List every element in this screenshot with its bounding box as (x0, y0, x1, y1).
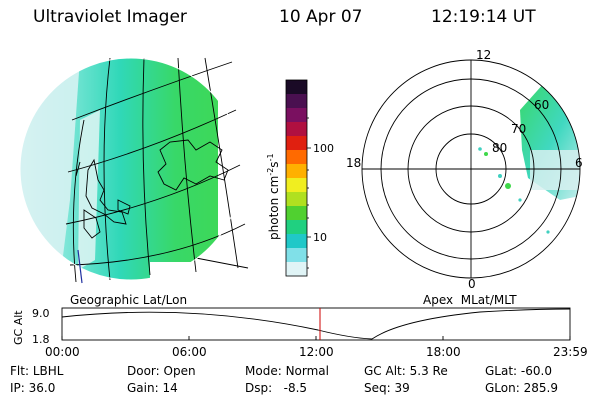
colorbar-ticks (307, 117, 311, 269)
dsp-value: -8.5 (283, 381, 308, 395)
altitude-ytick-1-8: 1.8 (32, 333, 50, 346)
colorbar-band (286, 108, 307, 123)
colorbar-band (286, 122, 307, 137)
colorbar: 100 10 photon cm-2s-1 (266, 79, 334, 277)
door-value: Open (163, 364, 196, 378)
altitude-xtick: 12:00 (299, 345, 334, 359)
ip-field: IP: 36.0 (10, 381, 56, 395)
gain-field: Gain: 14 (127, 381, 178, 395)
altitude-ylabel: GC Alt (12, 310, 25, 345)
colorbar-band (286, 234, 307, 249)
geographic-image (19, 57, 249, 284)
colorbar-band (286, 136, 307, 151)
gain-value: 14 (162, 381, 178, 395)
altitude-ytick-9: 9.0 (32, 307, 50, 320)
colorbar-band (286, 220, 307, 235)
mlt-label-6: 6 (575, 156, 583, 170)
colorbar-tick-100: 100 (313, 142, 334, 155)
image-date: 10 Apr 07 (279, 7, 363, 27)
geo-grid-lines (65, 57, 249, 283)
glon-field: GLon: 285.9 (485, 381, 558, 395)
altitude-xtick: 00:00 (45, 345, 80, 359)
polar-grid (361, 59, 581, 279)
glat-value: -60.0 (520, 364, 552, 378)
altitude-x-ticks (61, 336, 571, 340)
gc-alt-value: 5.3 Re (409, 364, 448, 378)
mlat-label-80: 80 (492, 141, 507, 155)
altitude-xtick: 18:00 (426, 345, 461, 359)
app-title: Ultraviolet Imager (33, 7, 187, 27)
flt-value: LBHL (32, 364, 64, 378)
colorbar-tick-10: 10 (313, 231, 327, 244)
mlat-label-70: 70 (511, 122, 526, 136)
door-field: Door: Open (127, 364, 196, 378)
gc-alt-field: GC Alt: 5.3 Re (364, 364, 448, 378)
image-time: 12:19:14 UT (431, 7, 536, 27)
mlt-label-0: 0 (468, 277, 476, 291)
altitude-xtick: 06:00 (172, 345, 207, 359)
mode-field: Mode: Normal (245, 364, 329, 378)
colorbar-band (286, 192, 307, 207)
colorbar-band (286, 150, 307, 165)
polar-image: 12 18 6 0 60 70 80 (346, 48, 583, 291)
colorbar-band (286, 80, 307, 95)
altitude-curve (61, 308, 571, 340)
seq-field: Seq: 39 (364, 381, 410, 395)
flt-field: Flt: LBHL (10, 364, 64, 378)
glat-field: GLat: -60.0 (485, 364, 552, 378)
dsp-field: Dsp: -8.5 (245, 381, 308, 395)
ip-value: 36.0 (28, 381, 56, 395)
geo-panel-label: Geographic Lat/Lon (70, 293, 188, 307)
colorbar-band (286, 248, 307, 263)
colorbar-band (286, 262, 307, 277)
colorbar-unit-label: photon cm-2s-1 (266, 153, 281, 240)
mode-value: Normal (285, 364, 329, 378)
altitude-xtick: 23:59 (553, 345, 588, 359)
mlt-label-12: 12 (476, 48, 491, 62)
colorbar-band (286, 178, 307, 193)
mlt-label-18: 18 (346, 156, 361, 170)
colorbar-band (286, 206, 307, 221)
colorbar-band (286, 164, 307, 179)
seq-value: 39 (394, 381, 410, 395)
glon-value: 285.9 (523, 381, 558, 395)
polar-panel-label: Apex MLat/MLT (423, 293, 517, 307)
geo-coastlines (75, 139, 229, 239)
colorbar-band (286, 94, 307, 109)
altitude-plot: GC Alt 9.0 1.8 (12, 307, 571, 346)
mlat-label-60: 60 (534, 98, 549, 112)
